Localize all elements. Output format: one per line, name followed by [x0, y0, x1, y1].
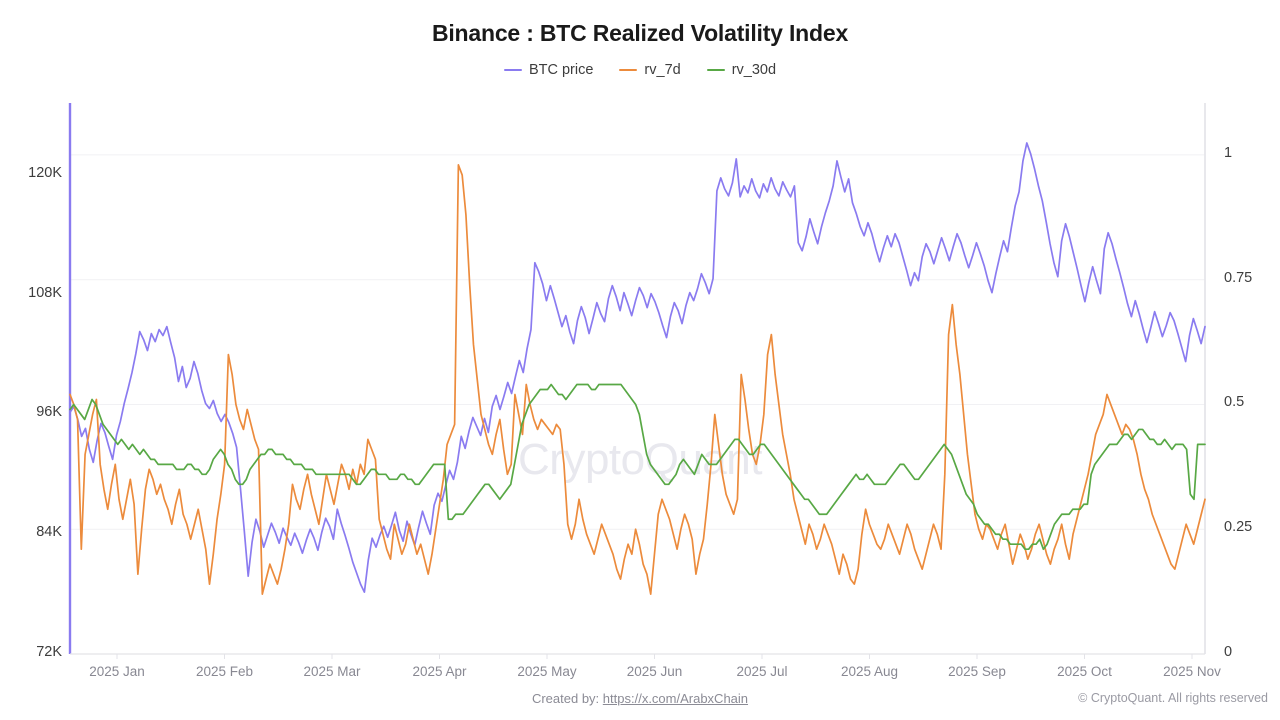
- legend-label-rv-30d: rv_30d: [731, 62, 777, 78]
- x-tick-label: 2025 Nov: [1163, 664, 1221, 679]
- y-left-tick: 84K: [36, 524, 62, 541]
- x-tick-label: 2025 Oct: [1057, 664, 1112, 679]
- legend-swatch-rv-30d: [706, 68, 725, 72]
- legend-label-rv-7d: rv_7d: [644, 62, 681, 78]
- y-right-tick: 0: [1224, 644, 1233, 660]
- legend-swatch-rv-7d: [619, 68, 638, 72]
- axis-lines: [68, 103, 1206, 659]
- y-left-tick: 72K: [36, 644, 62, 660]
- series-lines: [69, 142, 1206, 595]
- y-left-tick: 108K: [28, 284, 62, 301]
- y-left-tick: 96K: [36, 404, 62, 421]
- plot-area[interactable]: CryptoQuant: [0, 95, 1280, 665]
- series-line-rv-30d: [69, 383, 1206, 551]
- legend-swatch-btc-price: [503, 68, 522, 72]
- legend-item-rv-30d[interactable]: rv_30d: [706, 62, 777, 78]
- footer-credit-prefix: Created by:: [531, 691, 603, 706]
- legend-item-rv-7d[interactable]: rv_7d: [619, 62, 681, 78]
- page-title: Binance : BTC Realized Volatility Index: [431, 20, 849, 46]
- gridlines: [70, 154, 1205, 655]
- legend-item-btc-price[interactable]: BTC price: [503, 62, 594, 78]
- x-tick-label: 2025 Sep: [948, 664, 1006, 679]
- footer-copyright: © CryptoQuant. All rights reserved: [1078, 691, 1268, 705]
- x-tick-label: 2025 Jan: [89, 664, 145, 679]
- author-link[interactable]: https://x.com/ArabxChain: [602, 691, 749, 706]
- x-tick-label: 2025 Aug: [840, 664, 899, 679]
- chart-legend: BTC price rv_7d rv_30d: [0, 62, 1280, 78]
- x-tick-label: 2025 Mar: [303, 664, 361, 679]
- series-line-btc-price: [69, 142, 1206, 593]
- x-tick-label: 2025 Apr: [412, 664, 467, 679]
- y-right-tick: 0.25: [1224, 519, 1253, 536]
- x-tick-label: 2025 May: [517, 664, 577, 679]
- legend-label-btc-price: BTC price: [528, 62, 594, 78]
- footer-credit: Created by: https://x.com/ArabxChain: [0, 691, 1280, 706]
- chart-svg: [68, 103, 1206, 659]
- y-right-tick: 0.5: [1224, 394, 1245, 411]
- series-line-rv-7d: [69, 164, 1206, 595]
- y-right-tick: 0.75: [1224, 269, 1253, 286]
- y-right-tick: 1: [1224, 144, 1233, 161]
- y-left-tick: 120K: [28, 164, 62, 181]
- x-tick-label: 2025 Feb: [195, 664, 254, 679]
- x-tick-label: 2025 Jun: [626, 664, 683, 679]
- x-tick-label: 2025 Jul: [736, 664, 788, 679]
